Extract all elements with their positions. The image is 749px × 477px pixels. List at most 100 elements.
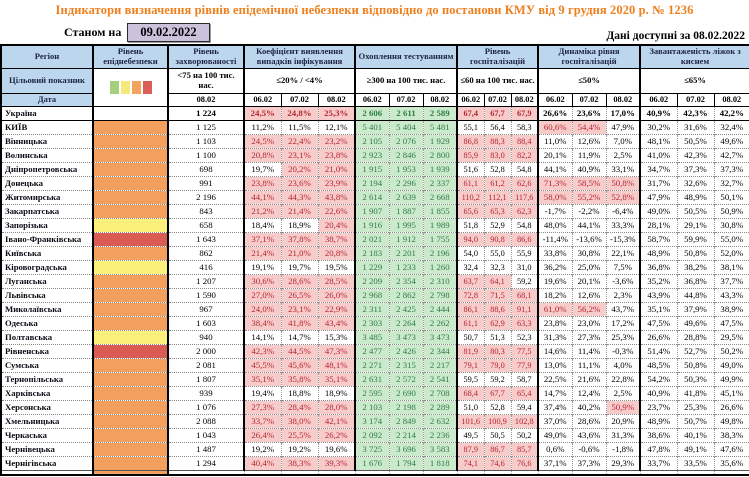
detection-coefficient-value: 45,5%: [243, 357, 281, 372]
region-name: Рівненська: [1, 343, 93, 358]
oxygen-bed-occupancy-value: 50,3%: [676, 371, 715, 386]
detection-coefficient-value: 25,5%: [280, 427, 318, 442]
detection-coefficient-value: 19,1%: [243, 259, 281, 274]
testing-coverage-value: 2 196: [422, 245, 457, 260]
oxygen-bed-occupancy-value: 47,5%: [639, 315, 678, 330]
detection-coefficient-value: 20,2%: [280, 161, 318, 176]
legend-green-square: [109, 80, 119, 94]
hospitalization-dynamics-value: -13,6%: [571, 231, 607, 246]
hospitalization-level-value: 112,1: [483, 189, 511, 204]
empty-cell: [571, 469, 607, 475]
hospitalization-dynamics-value: -11,4%: [537, 231, 573, 246]
incidence-value: 2 081: [167, 357, 244, 372]
hospitalization-level-value: 90,8: [483, 231, 511, 246]
date-cell: 08.02: [422, 92, 458, 107]
detection-coefficient-value: 33,7%: [243, 413, 281, 428]
detection-coefficient-value: 43,4%: [317, 315, 355, 330]
empty-cell: [537, 469, 573, 475]
hospitalization-level-value: 61,1: [456, 175, 484, 190]
incidence-threshold: <75 на 100 тис. нас.: [167, 67, 245, 94]
detection-coefficient-value: 35,8%: [280, 371, 318, 386]
detection-coefficient-value: 21,4%: [280, 203, 318, 218]
oxygen-bed-occupancy-value: 59,9%: [676, 231, 715, 246]
hospitalization-dynamics-value: 25,3%: [605, 329, 641, 344]
epidemic-level-cell: [92, 273, 168, 288]
hospitalization-level-value: 55,0: [483, 245, 511, 260]
detection-coefficient-value: 47,3%: [317, 343, 355, 358]
region-name: Київська: [1, 245, 93, 260]
detection-coefficient-value: 24,8%: [280, 105, 318, 121]
hospitalization-level-value: 88,3: [483, 133, 511, 148]
table-row: Запорізька 658 18,4% 18,9% 20,4% 1 916 1 995 1 …: [1, 217, 749, 232]
empty-cell: [510, 469, 539, 475]
detection-coefficient-value: 27,0%: [243, 287, 281, 302]
region-name: Донецька: [1, 175, 93, 190]
detection-coefficient-value: 20,8%: [317, 245, 355, 260]
hospitalization-dynamics-value: 7,5%: [605, 259, 641, 274]
incidence-value: 1 207: [167, 273, 244, 288]
testing-coverage-value: 1 229: [354, 259, 389, 274]
detection-coefficient-value: 25,3%: [317, 105, 355, 121]
hospitalization-level-value: 51,0: [456, 399, 484, 414]
date-cell: 08.02: [605, 92, 641, 107]
testing-coverage-value: 2 800: [422, 147, 457, 162]
oxygen-bed-occupancy-value: 50,1%: [713, 189, 749, 204]
detection-coefficient-value: 19,4%: [243, 385, 281, 400]
detection-coefficient-value: 19,5%: [317, 259, 355, 274]
testing-coverage-value: 2 632: [422, 413, 457, 428]
hospitalization-level-value: 52,8: [483, 161, 511, 176]
detection-coefficient-value: 23,9%: [317, 175, 355, 190]
table-row: Чернігівська 1 294 40,4% 38,3% 39,3% 1 676 1 7…: [1, 455, 749, 470]
oxygen-bed-occupancy-value: 45,1%: [713, 385, 749, 400]
hospitalization-level-value: 61,1: [456, 315, 484, 330]
oxygen-bed-occupancy-value: 49,1%: [676, 441, 715, 456]
oxygen-bed-occupancy-value: 42,3%: [676, 147, 715, 162]
legend-color-squares: [95, 80, 166, 94]
testing-coverage-value: 1 794: [388, 455, 423, 470]
table-row: Рівненська 2 000 42,3% 44,5% 47,3% 2 477 2 426…: [1, 343, 749, 358]
testing-coverage-value: 2 798: [422, 287, 457, 302]
data-available-block: Дані доступні за 08.02.2022: [606, 30, 747, 42]
date-cell: 07.02: [483, 92, 512, 107]
epidemic-level-cell: [92, 287, 168, 302]
testing-coverage-value: 2 303: [354, 315, 389, 330]
table-row: Житомирська 2 196 44,1% 44,3% 43,8% 2 614 2 63…: [1, 189, 749, 204]
detection-coefficient-value: 24,5%: [243, 105, 281, 121]
testing-coverage-value: 1 953: [388, 161, 423, 176]
oxygen-bed-occupancy-value: 50,5%: [676, 133, 715, 148]
partial-clipped-row: [1, 469, 749, 475]
hospitalization-dynamics-value: 19,6%: [537, 273, 573, 288]
oxygen-bed-occupancy-value: 50,7%: [676, 413, 715, 428]
table-row: Одеська 1 603 38,4% 41,8% 43,4% 2 303 2 264 2 2…: [1, 315, 749, 330]
testing-coverage-value: 2 264: [388, 315, 423, 330]
testing-coverage-value: 3 473: [388, 329, 423, 344]
detection-coefficient-value: 23,1%: [280, 301, 318, 316]
epidemic-level-cell: [92, 385, 168, 400]
oxygen-bed-occupancy-value: 40,9%: [639, 105, 678, 121]
oxygen-bed-occupancy-value: 50,8%: [676, 245, 715, 260]
oxygen-bed-occupancy-value: 47,5%: [713, 315, 749, 330]
detection-coefficient-value: 26,4%: [243, 427, 281, 442]
empty-cell: [354, 469, 389, 475]
table-row: КИЇВ 1 125 11,2% 11,5% 12,1% 5 401 5 404 5 481 5…: [1, 119, 749, 134]
hospitalization-dynamics-value: 29,3%: [605, 455, 641, 470]
oxygen-bed-occupancy-value: 52,0%: [713, 245, 749, 260]
oxygen-bed-occupancy-value: 49,9%: [713, 371, 749, 386]
oxygen-bed-occupancy-value: 33,5%: [676, 455, 715, 470]
region-name: Тернопільська: [1, 371, 93, 386]
hospitalization-level-value: 51,8: [456, 217, 484, 232]
oxygen-bed-occupancy-value: 44,8%: [676, 287, 715, 302]
testing-coverage-value: 1 855: [422, 203, 457, 218]
testing-coverage-value: 1 915: [354, 161, 389, 176]
oxygen-bed-occupancy-value: 29,5%: [713, 329, 749, 344]
detection-coefficient-value: 30,6%: [243, 273, 281, 288]
incidence-value: 843: [167, 203, 244, 218]
oxygen-bed-occupancy-value: 26,6%: [639, 329, 678, 344]
oxygen-bed-occupancy-value: 54,2%: [639, 371, 678, 386]
oxygen-bed-occupancy-value: 30,2%: [639, 119, 678, 134]
hospitalization-dynamics-value: 26,6%: [537, 105, 573, 121]
hospitalization-level-value: 65,6: [456, 203, 484, 218]
hospitalization-level-value: 68,1: [510, 287, 539, 302]
oxygen-bed-occupancy-value: 47,9%: [639, 189, 678, 204]
epidemic-level-cell: [92, 357, 168, 372]
